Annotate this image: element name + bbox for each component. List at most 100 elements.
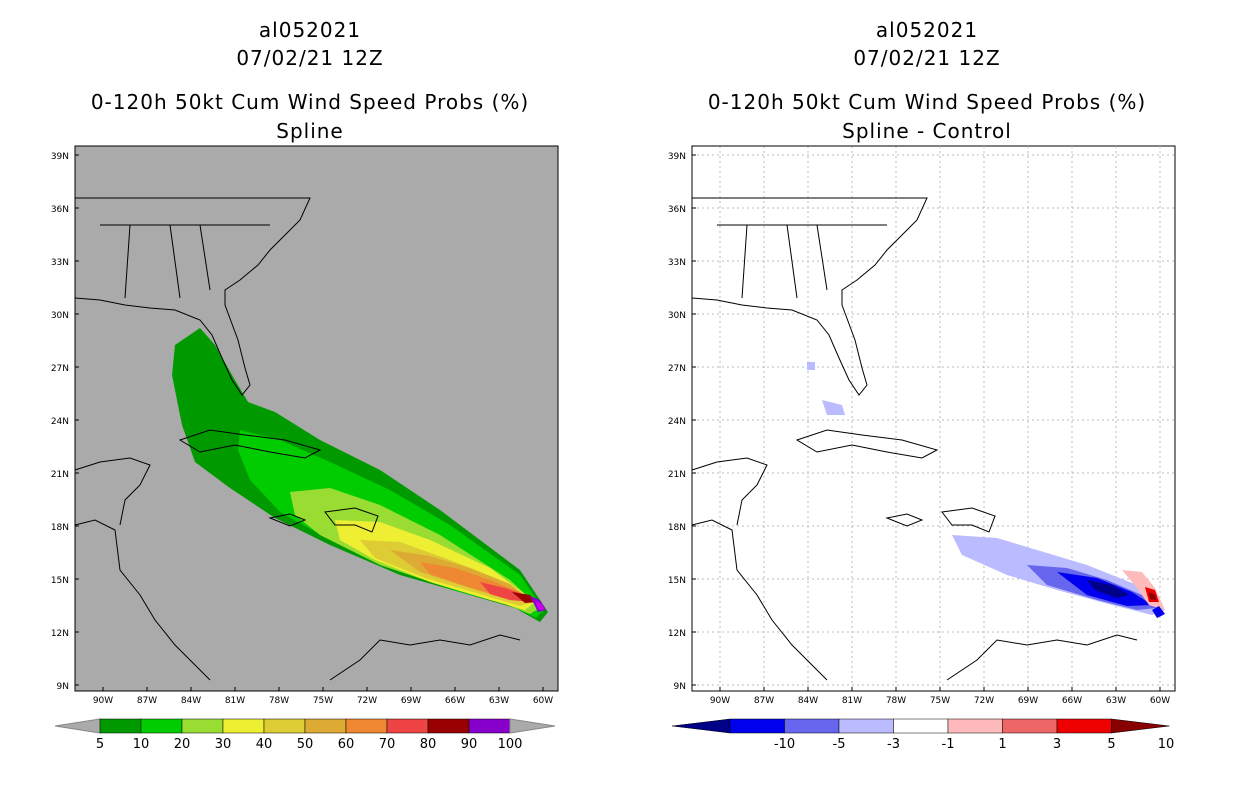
colorbar-label: 5 xyxy=(1107,737,1115,752)
right-longitude-labels: 90W 87W 84W 81W 78W 75W 72W 69W 66W 63W 60W xyxy=(710,687,1170,706)
colorbar-label: 90 xyxy=(461,737,478,752)
longitude-label: 78W xyxy=(269,696,289,706)
longitude-label: 72W xyxy=(974,696,994,706)
left-longitude-labels: 90W 87W 84W 81W 78W 75W 72W 69W 66W 63W 60W xyxy=(93,687,553,706)
colorbar-label: 80 xyxy=(420,737,437,752)
right-gridlines xyxy=(692,146,1175,691)
colorbar-swatch xyxy=(427,718,470,734)
diff-minus1-florida xyxy=(807,362,845,415)
right-latitude-labels: 39N 36N 33N 30N 27N 24N 21N 18N 15N 12N 9N xyxy=(668,152,696,692)
latitude-label: 21N xyxy=(668,470,686,480)
latitude-label: 24N xyxy=(51,417,69,427)
colorbar-swatch xyxy=(99,718,142,734)
colorbar-label: 50 xyxy=(297,737,314,752)
longitude-label: 69W xyxy=(1018,696,1038,706)
longitude-label: 81W xyxy=(225,696,245,706)
colorbar-swatch xyxy=(893,718,949,734)
longitude-label: 84W xyxy=(798,696,818,706)
colorbar-swatch xyxy=(181,718,224,734)
diff-minus10 xyxy=(1087,580,1129,598)
colorbar-label: 3 xyxy=(1053,737,1061,752)
latitude-label: 15N xyxy=(668,576,686,586)
colorbar-swatch xyxy=(947,718,1003,734)
colorbar-label: 70 xyxy=(379,737,396,752)
longitude-label: 81W xyxy=(842,696,862,706)
left-subtitle: Spline xyxy=(276,119,344,143)
latitude-label: 36N xyxy=(668,205,686,215)
colorbar-swatch xyxy=(468,718,511,734)
right-product-title: 0-120h 50kt Cum Wind Speed Probs (%) xyxy=(707,90,1147,114)
right-difference-shading xyxy=(807,362,1165,618)
latitude-label: 33N xyxy=(668,258,686,268)
colorbar-label: -3 xyxy=(887,737,900,752)
longitude-label: 60W xyxy=(533,696,553,706)
longitude-label: 66W xyxy=(1062,696,1082,706)
colorbar-swatch xyxy=(222,718,265,734)
colorbar-label: -5 xyxy=(833,737,846,752)
latitude-label: 18N xyxy=(668,523,686,533)
longitude-label: 87W xyxy=(137,696,157,706)
latitude-label: 24N xyxy=(668,417,686,427)
colorbar-under-triangle xyxy=(672,718,731,734)
colorbar-swatch xyxy=(304,718,347,734)
right-difference-map: 39N 36N 33N 30N 27N 24N 21N 18N 15N 12N 9N 90W 87W 8… xyxy=(668,145,1176,706)
colorbar-swatch xyxy=(1056,718,1112,734)
colorbar-label: 100 xyxy=(498,737,523,752)
diff-minus-tip xyxy=(1152,606,1165,618)
latitude-label: 21N xyxy=(51,470,69,480)
latitude-label: 33N xyxy=(51,258,69,268)
colorbar-swatch xyxy=(386,718,429,734)
colorbar-label: 60 xyxy=(338,737,355,752)
colorbar-swatch xyxy=(345,718,388,734)
colorbar-swatch xyxy=(140,718,183,734)
right-storm-id: al052021 xyxy=(875,18,979,42)
plume-100pct xyxy=(535,600,545,610)
colorbar-swatch xyxy=(838,718,894,734)
right-subtitle: Spline - Control xyxy=(842,119,1012,143)
left-probability-plume xyxy=(172,328,548,622)
longitude-label: 90W xyxy=(93,696,113,706)
left-datetime: 07/02/21 12Z xyxy=(236,46,384,70)
right-coastlines xyxy=(691,145,1138,681)
left-probability-map: 39N 36N 33N 30N 27N 24N 21N 18N 15N 12N 9N 90W 87W 8… xyxy=(51,145,559,706)
colorbar-label: 30 xyxy=(215,737,232,752)
latitude-label: 9N xyxy=(57,682,69,692)
latitude-label: 27N xyxy=(668,364,686,374)
latitude-label: 9N xyxy=(674,682,686,692)
latitude-label: 30N xyxy=(668,311,686,321)
latitude-label: 39N xyxy=(51,152,69,162)
colorbar-under-triangle xyxy=(55,718,101,734)
left-latitude-labels: 39N 36N 33N 30N 27N 24N 21N 18N 15N 12N 9N xyxy=(51,152,79,692)
left-colorbar: 5 10 20 30 40 50 60 70 80 90 100 xyxy=(55,718,556,752)
longitude-label: 72W xyxy=(357,696,377,706)
latitude-label: 18N xyxy=(51,523,69,533)
longitude-label: 75W xyxy=(930,696,950,706)
left-map-background xyxy=(74,145,559,692)
colorbar-over-triangle xyxy=(509,718,556,734)
colorbar-label: 10 xyxy=(1158,737,1175,752)
colorbar-swatch xyxy=(1002,718,1058,734)
longitude-label: 63W xyxy=(489,696,509,706)
longitude-label: 75W xyxy=(313,696,333,706)
longitude-label: 87W xyxy=(754,696,774,706)
latitude-label: 15N xyxy=(51,576,69,586)
diff-plus10 xyxy=(1149,592,1156,600)
colorbar-label: 5 xyxy=(96,737,104,752)
longitude-label: 78W xyxy=(886,696,906,706)
left-storm-id: al052021 xyxy=(258,18,362,42)
colorbar-label: 20 xyxy=(174,737,191,752)
right-colorbar: -10 -5 -3 -1 1 3 5 10 xyxy=(672,718,1175,752)
latitude-label: 36N xyxy=(51,205,69,215)
right-datetime: 07/02/21 12Z xyxy=(853,46,1001,70)
latitude-label: 12N xyxy=(51,629,69,639)
colorbar-label: 1 xyxy=(998,737,1006,752)
latitude-label: 39N xyxy=(668,152,686,162)
left-coastlines xyxy=(74,145,521,681)
latitude-label: 12N xyxy=(668,629,686,639)
longitude-label: 66W xyxy=(445,696,465,706)
longitude-label: 69W xyxy=(401,696,421,706)
colorbar-swatch xyxy=(784,718,840,734)
latitude-label: 30N xyxy=(51,311,69,321)
colorbar-label: 40 xyxy=(256,737,273,752)
colorbar-label: 10 xyxy=(133,737,150,752)
